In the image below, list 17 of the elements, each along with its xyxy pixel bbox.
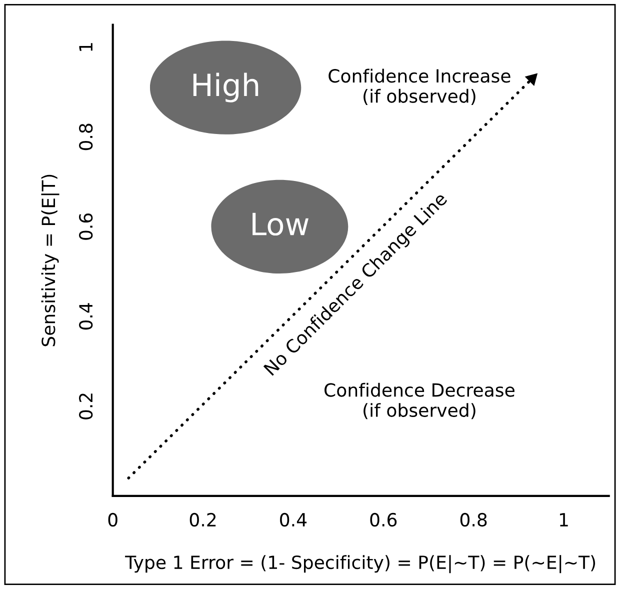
y-tick-label: 0.6 <box>79 213 93 240</box>
annotation: Confidence Increase (if observed) <box>328 68 510 106</box>
y-tick-label: 0.8 <box>79 124 93 150</box>
annotation: Confidence Decrease (if observed) <box>324 382 514 420</box>
annotation: Low <box>252 212 308 236</box>
y-tick-label: 0.4 <box>79 303 93 330</box>
x-tick-label: 0.6 <box>370 512 397 527</box>
y-tick-label: 1 <box>79 43 92 51</box>
x-tick-label: 1 <box>560 513 568 526</box>
y-axis-title: Sensitivity = P(E|T) <box>41 174 60 346</box>
x-tick-label: 0 <box>108 512 118 527</box>
x-tick-label: 0.2 <box>190 512 216 527</box>
x-axis-title: Type 1 Error = (1- Specificity) = P(E|~T) = P(~E|~T) <box>125 555 596 574</box>
y-tick-label: 0.2 <box>79 394 93 420</box>
annotation: High <box>193 72 258 102</box>
x-tick-label: 0.4 <box>280 512 307 527</box>
x-tick-label: 0.8 <box>460 512 487 527</box>
